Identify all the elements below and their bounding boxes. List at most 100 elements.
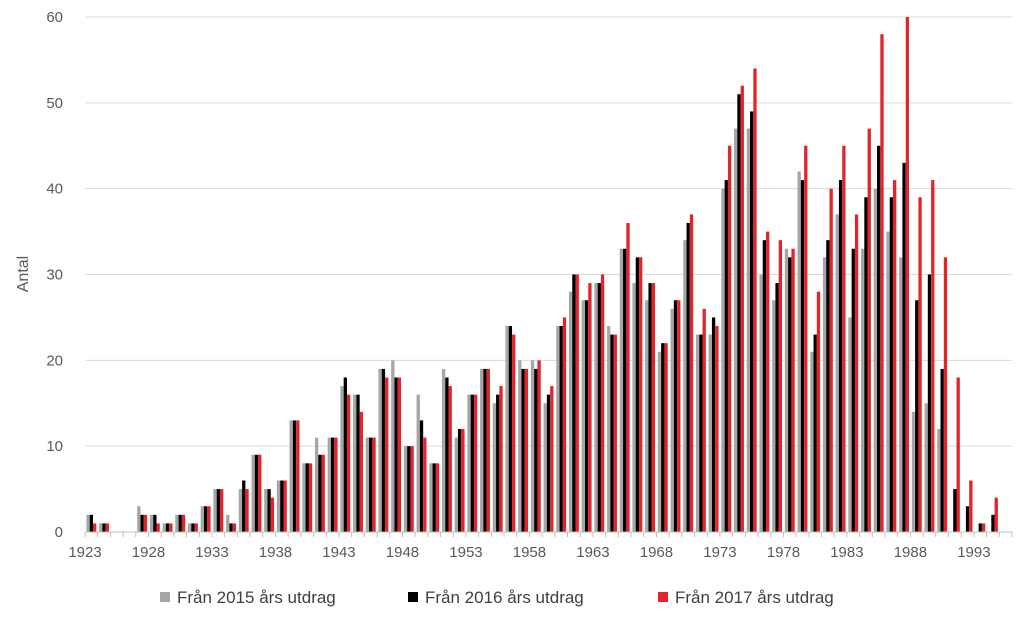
y-tick-label: 30 — [46, 267, 63, 284]
bar — [543, 403, 547, 532]
bar — [93, 523, 97, 532]
legend-swatch — [408, 592, 418, 602]
bar — [826, 240, 830, 532]
bar — [651, 283, 656, 532]
legend-label: Från 2015 års utdrag — [177, 588, 336, 607]
bar — [403, 446, 408, 532]
bar — [397, 377, 402, 532]
bar — [626, 223, 630, 532]
y-axis-title: Antal — [15, 256, 32, 292]
bar — [607, 326, 611, 532]
bar — [829, 188, 833, 532]
bar — [445, 377, 449, 532]
bar — [991, 514, 995, 532]
bar — [632, 283, 636, 532]
bar — [766, 231, 770, 533]
bar — [448, 386, 452, 532]
bar — [610, 334, 614, 532]
bar — [572, 274, 576, 532]
bar — [683, 240, 687, 532]
bar — [219, 489, 224, 532]
bar — [480, 368, 484, 532]
bar — [483, 368, 487, 532]
bar — [880, 34, 884, 533]
bar — [956, 377, 960, 532]
bar — [623, 248, 627, 532]
bar — [750, 111, 754, 533]
bar — [835, 214, 839, 532]
bar — [216, 489, 220, 532]
bar — [873, 188, 878, 532]
bar — [943, 257, 948, 532]
bar — [575, 274, 579, 532]
bar — [318, 454, 322, 532]
bar — [550, 386, 554, 532]
bar — [791, 248, 795, 532]
bar — [505, 326, 509, 532]
y-tick-label: 10 — [46, 438, 63, 455]
bar — [153, 514, 157, 532]
bar — [521, 368, 525, 532]
legend-swatch — [160, 592, 170, 602]
bar — [562, 317, 567, 532]
bar — [559, 326, 563, 532]
bar — [432, 463, 436, 532]
bar — [423, 437, 427, 532]
bar — [737, 94, 741, 532]
bar — [530, 360, 535, 532]
bar — [89, 514, 94, 532]
bar — [289, 420, 293, 532]
bar — [381, 368, 386, 532]
bar — [524, 368, 529, 532]
legend-label: Från 2017 års utdrag — [675, 588, 834, 607]
bar — [889, 197, 894, 532]
bar — [661, 343, 665, 532]
bar — [762, 240, 767, 532]
bar — [657, 351, 662, 532]
bar — [499, 386, 503, 532]
bar — [953, 489, 957, 532]
bar — [238, 489, 243, 532]
bar — [695, 334, 700, 532]
bar — [270, 497, 275, 532]
bar — [365, 437, 370, 532]
bar — [178, 514, 182, 532]
gridlines — [85, 16, 1012, 447]
legend-swatch — [658, 592, 668, 602]
x-tick-label: 1983 — [830, 544, 863, 561]
bar — [556, 326, 560, 532]
bar — [800, 180, 805, 533]
bar — [788, 257, 792, 532]
bar — [353, 394, 357, 532]
bar — [927, 274, 932, 532]
bar — [308, 463, 313, 532]
bar — [842, 145, 846, 532]
bar — [258, 454, 262, 532]
bar — [232, 523, 236, 532]
bar — [537, 360, 541, 532]
bar — [905, 17, 910, 532]
bar — [283, 480, 287, 532]
bar — [140, 514, 144, 532]
bar — [213, 489, 217, 532]
bar — [588, 283, 592, 532]
bar — [978, 523, 982, 532]
bar — [457, 429, 462, 532]
bar — [245, 489, 249, 532]
bar — [330, 437, 335, 532]
bar — [937, 429, 941, 532]
bar — [635, 257, 640, 532]
bar — [518, 360, 522, 532]
bar — [470, 394, 474, 532]
bar — [915, 300, 919, 532]
bar — [156, 523, 160, 532]
bar — [314, 437, 319, 532]
bar — [508, 326, 513, 532]
bar — [931, 180, 935, 533]
bar — [822, 257, 827, 532]
x-tick-label: 1963 — [576, 544, 609, 561]
bar — [461, 429, 465, 532]
bar — [848, 317, 852, 532]
bar — [486, 368, 490, 532]
x-tick-label: 1943 — [322, 544, 355, 561]
